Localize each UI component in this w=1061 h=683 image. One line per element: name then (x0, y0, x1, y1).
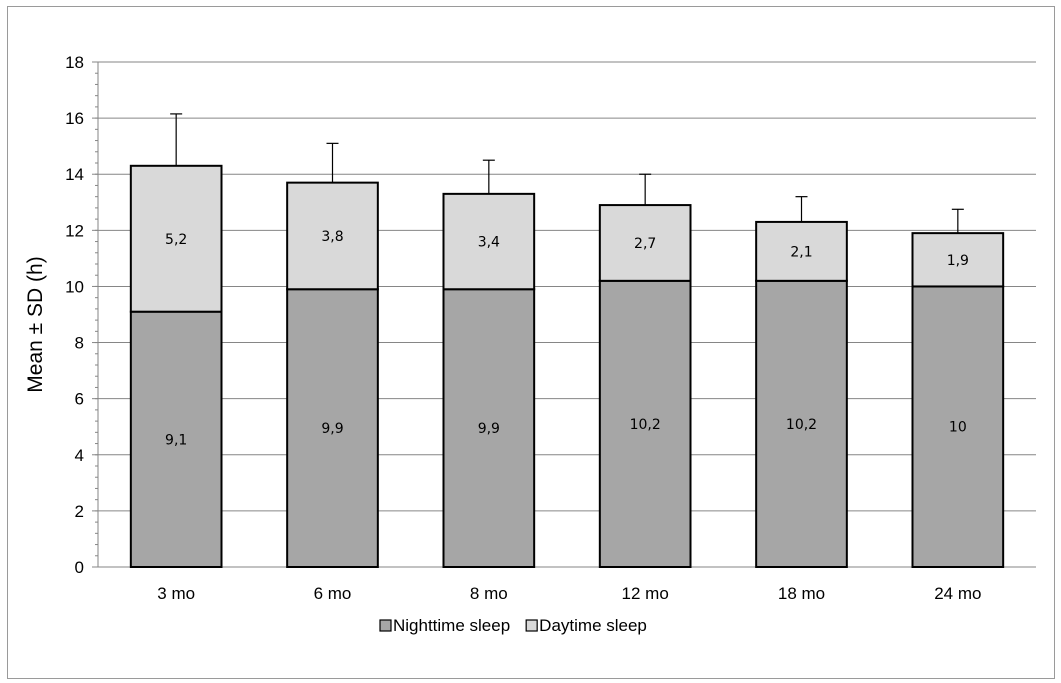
legend-swatch-nighttime (379, 619, 392, 632)
y-tick-label: 12 (65, 221, 84, 240)
y-tick-label: 4 (75, 446, 84, 465)
legend: Nighttime sleep Daytime sleep (379, 616, 647, 635)
bar-nighttime (598, 279, 692, 568)
x-tick-label: 24 mo (934, 584, 981, 603)
x-tick-label: 6 mo (314, 584, 352, 603)
legend-swatch-daytime (525, 619, 538, 632)
data-label-daytime: 5,2 (165, 232, 187, 248)
bar-nighttime (286, 288, 379, 568)
x-tick-label: 8 mo (470, 584, 508, 603)
y-tick-label: 8 (75, 334, 84, 353)
y-tick-label: 16 (65, 109, 84, 128)
data-label-daytime: 1,9 (947, 253, 969, 269)
data-labels: 9,1 5,2 9,9 3,8 9,9 3,4 10,2 2,7 10,2 2,1 10 1,9 (165, 229, 969, 448)
axes: 0 2 4 6 8 10 12 14 16 18 3 mo 6 mo 8 mo 12 mo 18 mo 24 … (65, 53, 1036, 603)
y-tick-label: 0 (75, 558, 84, 577)
data-label-daytime: 2,7 (634, 236, 656, 252)
x-tick-label: 18 mo (778, 584, 825, 603)
bar-nighttime (129, 310, 223, 569)
y-tick-label: 18 (65, 53, 84, 72)
bar-daytime (598, 204, 692, 282)
data-label-nighttime: 10,2 (786, 417, 817, 433)
y-tick-label: 6 (75, 390, 84, 409)
bar-daytime (286, 181, 379, 291)
x-tick-label: 3 mo (157, 584, 195, 603)
y-tick-label: 14 (65, 165, 84, 184)
data-label-nighttime: 9,1 (165, 432, 187, 448)
data-label-nighttime: 9,9 (478, 421, 500, 437)
x-tick-label: 12 mo (622, 584, 669, 603)
y-tick-label: 10 (65, 277, 84, 296)
legend-label-nighttime: Nighttime sleep (393, 616, 510, 635)
y-axis-title: Mean ± SD (h) (24, 256, 47, 392)
data-label-nighttime: 9,9 (321, 421, 343, 437)
data-label-daytime: 3,4 (478, 235, 500, 251)
data-label-daytime: 3,8 (321, 229, 343, 245)
bar-daytime (911, 232, 1005, 288)
error-bars (170, 113, 964, 234)
y-tick-label: 2 (75, 502, 84, 521)
data-label-nighttime: 10,2 (630, 417, 661, 433)
data-label-nighttime: 10 (949, 420, 967, 436)
legend-label-daytime: Daytime sleep (539, 616, 647, 635)
bars (129, 164, 1005, 569)
bar-daytime (442, 192, 536, 291)
gridlines (98, 61, 1036, 512)
bar-daytime (755, 220, 848, 282)
bar-daytime (129, 164, 223, 313)
data-label-daytime: 2,1 (790, 244, 812, 260)
